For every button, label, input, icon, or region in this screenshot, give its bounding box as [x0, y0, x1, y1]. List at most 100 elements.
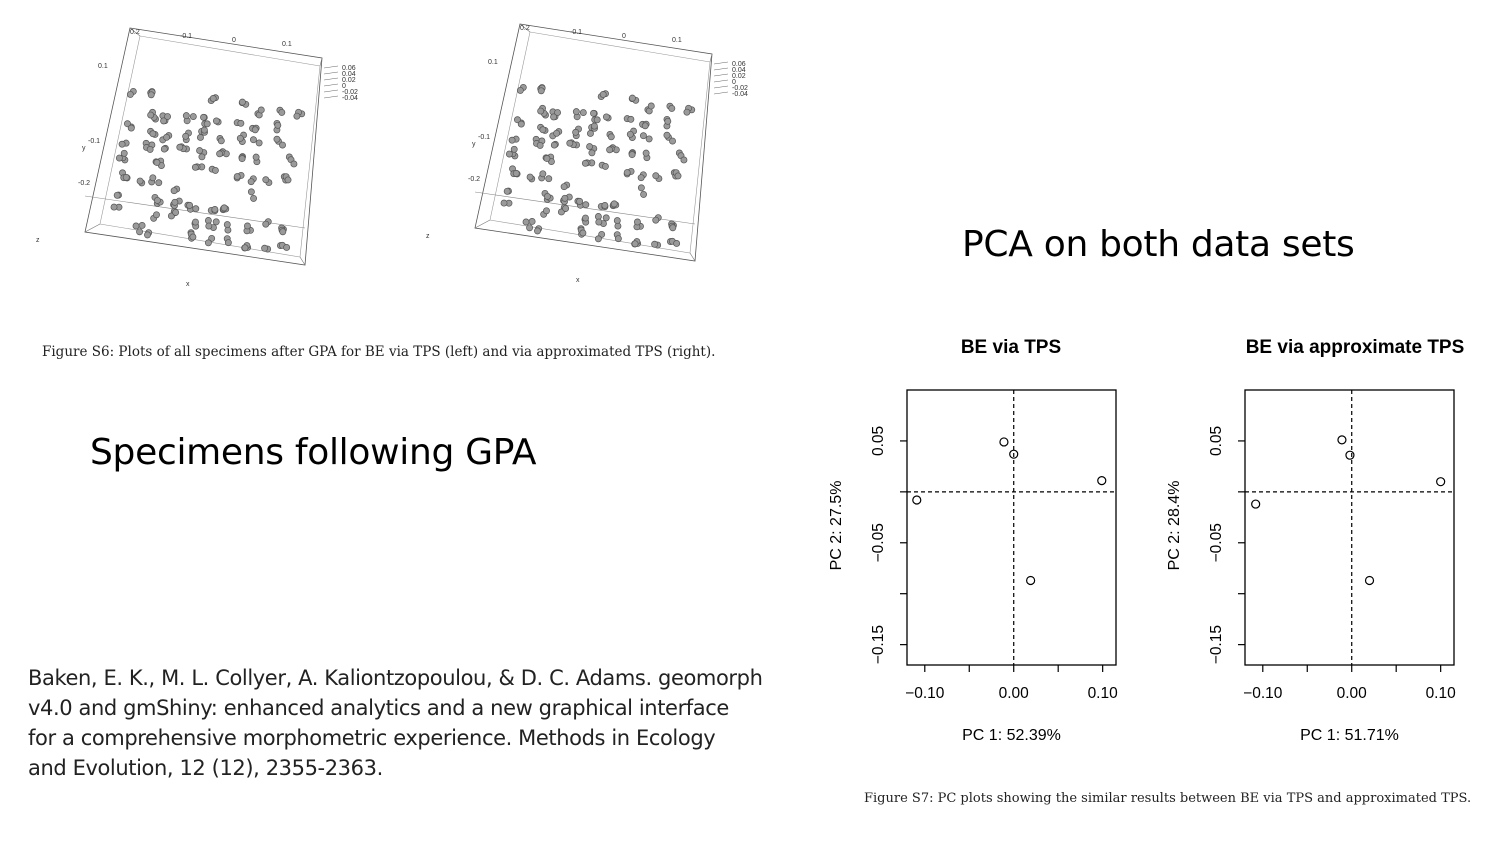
landmark-sphere	[663, 131, 671, 139]
z-tick	[323, 83, 339, 87]
z-axis-label: z	[36, 237, 40, 244]
landmark-sphere	[639, 132, 647, 140]
landmark-sphere	[628, 151, 636, 159]
landmark-sphere	[122, 173, 130, 181]
landmark-sphere	[673, 240, 681, 247]
data-point	[1009, 449, 1019, 459]
landmark-sphere	[279, 228, 287, 236]
landmark-sphere	[115, 154, 123, 162]
landmark-sphere	[623, 169, 631, 177]
landmark-sphere	[217, 137, 225, 145]
landmark-sphere	[586, 143, 594, 151]
landmark-sphere	[526, 173, 534, 181]
landmark-sphere	[536, 141, 544, 149]
landmark-sphere	[149, 130, 157, 138]
landmark-sphere	[212, 117, 220, 125]
landmark-sphere	[550, 113, 558, 121]
landmark-sphere	[223, 221, 231, 229]
z-tick-label: -0.02	[732, 85, 748, 92]
axis-tick-label: -0.1	[180, 33, 192, 40]
landmark-sphere	[262, 176, 270, 184]
x-axis-label: PC 1: 52.39%	[962, 727, 1061, 744]
landmark-sphere	[163, 133, 171, 141]
landmark-sphere	[146, 145, 154, 153]
landmark-sphere	[601, 162, 609, 170]
landmark-sphere	[257, 106, 265, 114]
landmark-sphere	[550, 141, 558, 149]
y-tick-label: −0.05	[1208, 523, 1225, 562]
landmark-sphere	[637, 174, 645, 182]
landmark-sphere	[160, 145, 168, 153]
landmark-sphere	[290, 160, 298, 168]
landmark-sphere	[572, 108, 580, 116]
landmark-sphere	[216, 150, 224, 158]
landmark-sphere	[138, 222, 146, 229]
landmark-sphere	[503, 187, 511, 195]
axis-tick-label: -0.2	[78, 180, 90, 187]
landmark-sphere	[610, 200, 618, 208]
x-tick-label: 0.00	[999, 685, 1030, 702]
landmark-sphere	[113, 191, 121, 199]
z-tick-label: 0.04	[342, 71, 356, 78]
citation-line: v4.0 and gmShiny: enhanced analytics and…	[28, 696, 729, 720]
y-axis-label: PC 2: 27.5%	[828, 481, 845, 571]
landmark-sphere	[251, 126, 259, 134]
landmark-sphere	[196, 147, 204, 155]
landmark-sphere	[512, 169, 520, 177]
axis-tick-label: 0.1	[98, 63, 108, 70]
landmark-sphere	[505, 150, 513, 158]
landmark-sphere	[602, 113, 610, 121]
z-tick-label: 0.06	[732, 61, 746, 68]
landmark-sphere	[127, 124, 135, 132]
landmark-spheres	[500, 83, 696, 249]
axis-tick-label: 0.1	[672, 37, 682, 44]
landmark-sphere	[197, 134, 204, 141]
landmark-sphere	[669, 224, 677, 232]
landmark-sphere	[669, 137, 676, 145]
landmark-sphere	[205, 222, 213, 230]
landmark-sphere	[191, 163, 199, 171]
landmark-sphere	[189, 113, 197, 120]
x-tick-label: −0.10	[905, 685, 945, 702]
x-axis-label: PC 1: 51.71%	[1300, 727, 1399, 744]
landmark-sphere	[136, 228, 144, 236]
z-tick-label: 0.02	[732, 73, 746, 80]
z-tick	[713, 79, 729, 83]
landmark-sphere	[211, 166, 219, 174]
landmark-sphere	[124, 120, 131, 128]
box-edge	[689, 252, 696, 262]
landmark-sphere	[581, 159, 589, 167]
z-tick	[713, 61, 729, 65]
landmark-sphere	[526, 224, 534, 232]
landmark-sphere	[534, 227, 541, 235]
axis-tick-label: -0.1	[88, 138, 100, 145]
figure-s6-caption: Figure S6: Plots of all specimens after …	[42, 344, 716, 360]
landmark-sphere	[640, 190, 648, 198]
landmark-sphere	[154, 196, 161, 204]
landmark-sphere	[238, 155, 246, 163]
landmark-sphere	[582, 201, 590, 209]
z-tick-label: 0.04	[732, 67, 746, 74]
axis-tick-label: -0.1	[478, 134, 490, 141]
z-tick	[323, 65, 339, 69]
landmark-sphere	[172, 208, 180, 216]
z-tick	[713, 73, 729, 77]
landmark-sphere	[582, 214, 589, 222]
landmark-sphere	[664, 117, 672, 125]
box-edge	[299, 256, 306, 266]
landmark-sphere	[238, 98, 246, 106]
box-edge	[84, 223, 101, 233]
landmark-sphere	[149, 174, 157, 182]
landmark-spheres	[110, 87, 306, 253]
landmark-sphere	[508, 136, 516, 144]
landmark-sphere	[544, 192, 551, 200]
landmark-sphere	[147, 91, 155, 99]
plot-box: 0.2-0.100.10.1-0.1-0.20.060.040.020-0.02…	[426, 23, 748, 284]
landmark-sphere	[189, 233, 197, 241]
landmark-sphere	[579, 229, 587, 237]
landmark-sphere	[554, 109, 561, 116]
axis-tick-label: 0.2	[130, 29, 140, 36]
y-tick-label: 0.05	[1208, 426, 1225, 456]
landmark-sphere	[683, 108, 691, 116]
landmark-sphere	[144, 231, 151, 239]
